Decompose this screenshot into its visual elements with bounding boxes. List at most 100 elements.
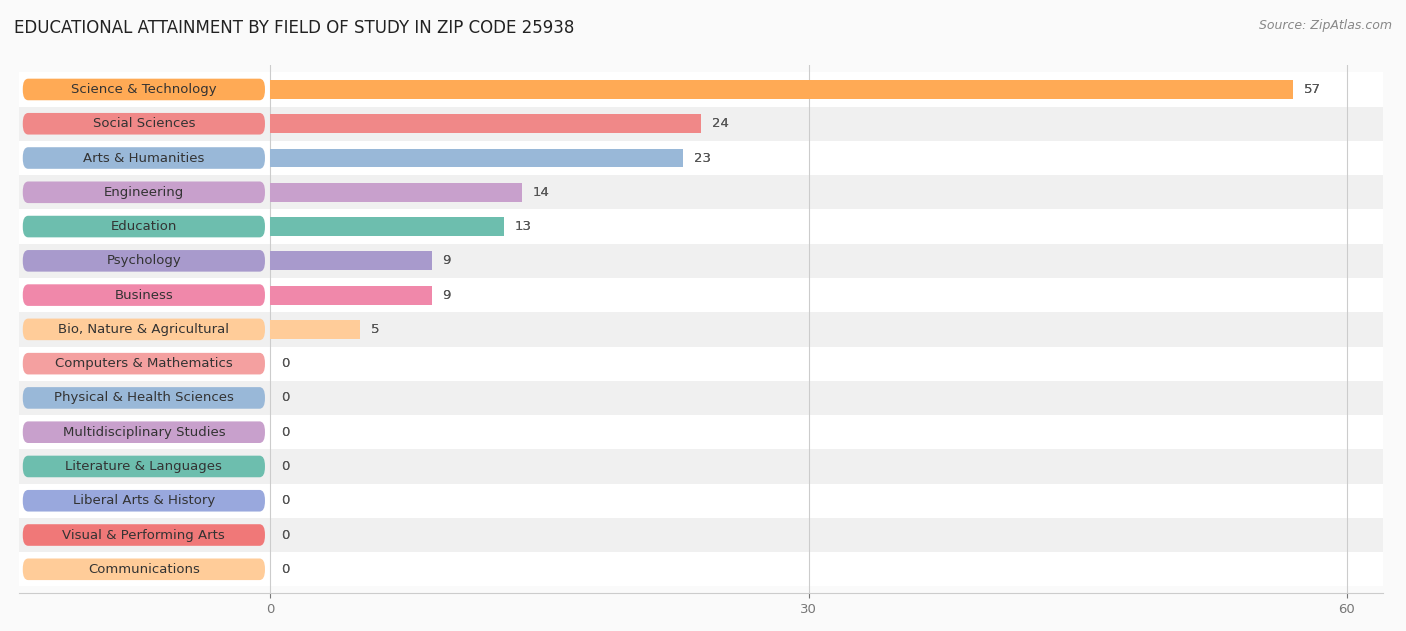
Text: 0: 0 [281,426,290,439]
Bar [253,312,1406,346]
FancyBboxPatch shape [22,250,264,271]
Bar [1,415,1400,449]
Text: Physical & Health Sciences: Physical & Health Sciences [53,391,233,404]
Bar [1,380,1400,415]
Bar [270,251,432,270]
Text: Social Sciences: Social Sciences [93,117,195,130]
Bar [253,518,1406,552]
Bar [270,217,503,236]
FancyBboxPatch shape [22,319,264,340]
FancyBboxPatch shape [22,79,264,100]
Bar [1,483,1400,518]
Bar [270,320,360,339]
Bar [253,141,1406,175]
Text: Bio, Nature & Agricultural: Bio, Nature & Agricultural [59,323,229,336]
Bar [253,175,1406,209]
Text: EDUCATIONAL ATTAINMENT BY FIELD OF STUDY IN ZIP CODE 25938: EDUCATIONAL ATTAINMENT BY FIELD OF STUDY… [14,19,575,37]
Text: 24: 24 [711,117,728,130]
Bar [253,244,1406,278]
Bar [1,312,1400,346]
Text: 0: 0 [281,494,290,507]
Text: 0: 0 [281,529,290,541]
Bar [253,415,1406,449]
Text: Psychology: Psychology [107,254,181,268]
FancyBboxPatch shape [22,422,264,443]
FancyBboxPatch shape [22,456,264,477]
Text: 9: 9 [443,254,451,268]
Bar [1,73,1400,107]
FancyBboxPatch shape [22,113,264,134]
Bar [253,380,1406,415]
Bar [270,148,683,167]
Text: 0: 0 [281,563,290,575]
Bar [270,148,683,167]
Text: 13: 13 [515,220,531,233]
Text: 14: 14 [533,186,550,199]
Text: 57: 57 [1303,83,1320,96]
Text: 9: 9 [443,288,451,302]
Bar [270,80,1294,99]
FancyBboxPatch shape [22,353,264,374]
Bar [253,449,1406,483]
FancyBboxPatch shape [22,285,264,306]
Bar [253,73,1406,107]
Text: 0: 0 [281,563,290,575]
Bar [253,483,1406,518]
Text: 0: 0 [281,529,290,541]
Bar [253,278,1406,312]
Bar [1,244,1400,278]
Text: 0: 0 [281,391,290,404]
Bar [1,107,1400,141]
Bar [270,286,432,305]
Text: 0: 0 [281,426,290,439]
Text: Multidisciplinary Studies: Multidisciplinary Studies [62,426,225,439]
Bar [270,217,503,236]
Bar [253,346,1406,380]
Bar [1,552,1400,586]
Text: 0: 0 [281,460,290,473]
Text: 23: 23 [693,151,710,165]
Text: Visual & Performing Arts: Visual & Performing Arts [62,529,225,541]
Bar [1,209,1400,244]
Text: 13: 13 [515,220,531,233]
FancyBboxPatch shape [22,147,264,169]
Text: 9: 9 [443,254,451,268]
Text: 5: 5 [371,323,380,336]
Text: 5: 5 [371,323,380,336]
Text: Education: Education [111,220,177,233]
Text: Engineering: Engineering [104,186,184,199]
Bar [270,114,702,133]
Bar [1,278,1400,312]
Bar [1,518,1400,552]
FancyBboxPatch shape [22,524,264,546]
Text: 14: 14 [533,186,550,199]
Bar [270,183,522,202]
Text: 0: 0 [281,460,290,473]
FancyBboxPatch shape [22,490,264,512]
FancyBboxPatch shape [22,182,264,203]
Bar [270,114,702,133]
Bar [1,346,1400,380]
Text: Liberal Arts & History: Liberal Arts & History [73,494,215,507]
Text: Business: Business [114,288,173,302]
Bar [253,209,1406,244]
Text: Science & Technology: Science & Technology [72,83,217,96]
Text: 24: 24 [711,117,728,130]
Text: 0: 0 [281,357,290,370]
Bar [1,141,1400,175]
Bar [253,107,1406,141]
Bar [270,320,360,339]
Text: 9: 9 [443,288,451,302]
FancyBboxPatch shape [22,216,264,237]
Text: 57: 57 [1303,83,1320,96]
Text: Computers & Mathematics: Computers & Mathematics [55,357,233,370]
FancyBboxPatch shape [22,558,264,580]
FancyBboxPatch shape [22,387,264,409]
Text: Source: ZipAtlas.com: Source: ZipAtlas.com [1258,19,1392,32]
Bar [253,552,1406,586]
Text: 23: 23 [693,151,710,165]
Text: Literature & Languages: Literature & Languages [66,460,222,473]
Text: 0: 0 [281,391,290,404]
Bar [270,183,522,202]
Text: 0: 0 [281,494,290,507]
